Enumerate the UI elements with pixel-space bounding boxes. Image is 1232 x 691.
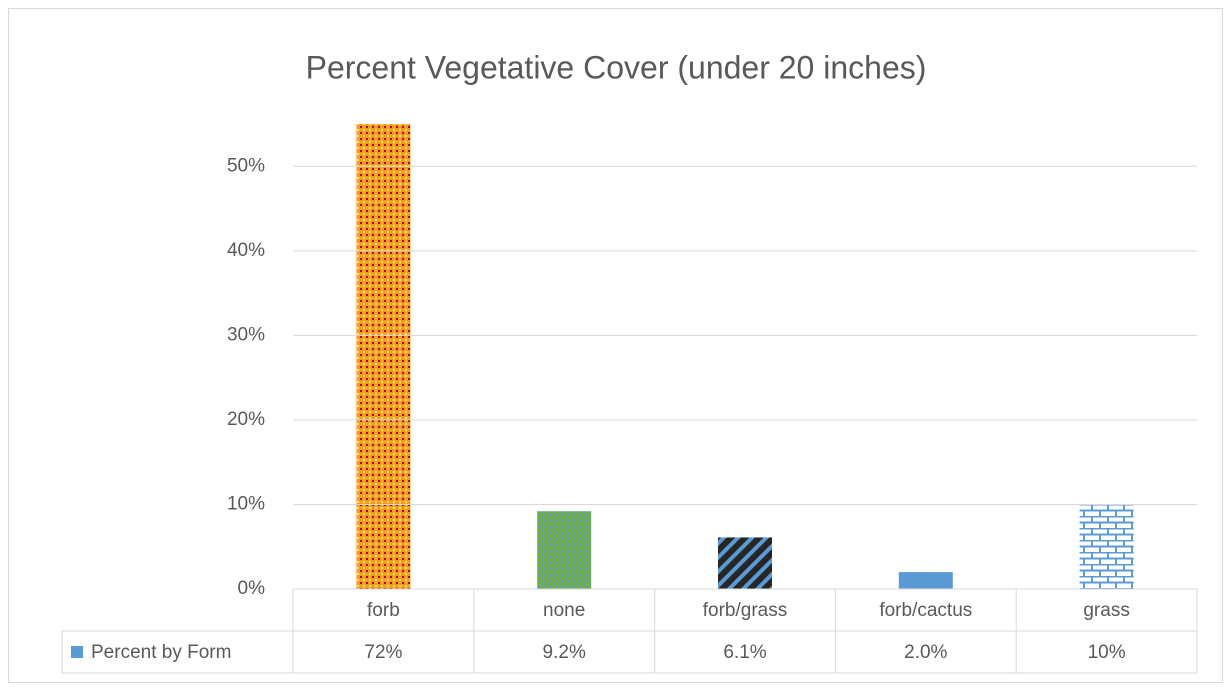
x-tick-label: grass: [1083, 600, 1129, 621]
bar: [1079, 504, 1134, 589]
x-tick-label: forb/cactus: [879, 600, 972, 621]
data-table-value: 6.1%: [723, 642, 766, 663]
y-tick-label: 30%: [227, 324, 265, 345]
y-tick-label: 20%: [227, 409, 265, 430]
x-tick-label: forb/grass: [703, 600, 787, 621]
bar: [356, 124, 411, 590]
bar: [537, 511, 592, 589]
y-tick-label: 50%: [227, 155, 265, 176]
legend-label: Percent by Form: [91, 642, 231, 663]
data-table-value: 10%: [1088, 642, 1126, 663]
data-table-value: 72%: [364, 642, 402, 663]
legend-key: [71, 646, 83, 658]
data-table-value: 9.2%: [543, 642, 586, 663]
x-tick-label: forb: [367, 600, 400, 621]
data-table-value: 2.0%: [904, 642, 947, 663]
y-tick-label: 0%: [238, 578, 266, 599]
bar: [898, 572, 953, 589]
y-tick-label: 10%: [227, 493, 265, 514]
bar: [718, 537, 772, 589]
chart-border: [8, 8, 1223, 683]
x-tick-label: none: [543, 600, 585, 621]
plot-area: [356, 124, 1134, 590]
chart-title: Percent Vegetative Cover (under 20 inche…: [306, 49, 927, 85]
y-tick-label: 40%: [227, 240, 265, 261]
